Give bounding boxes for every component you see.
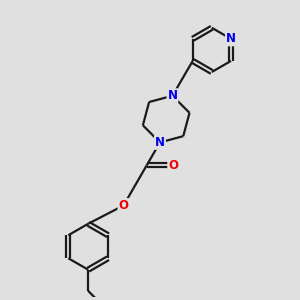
Text: N: N [155,136,165,149]
Text: O: O [168,159,178,172]
Text: N: N [167,89,177,102]
Text: O: O [118,199,128,212]
Text: N: N [226,32,236,45]
